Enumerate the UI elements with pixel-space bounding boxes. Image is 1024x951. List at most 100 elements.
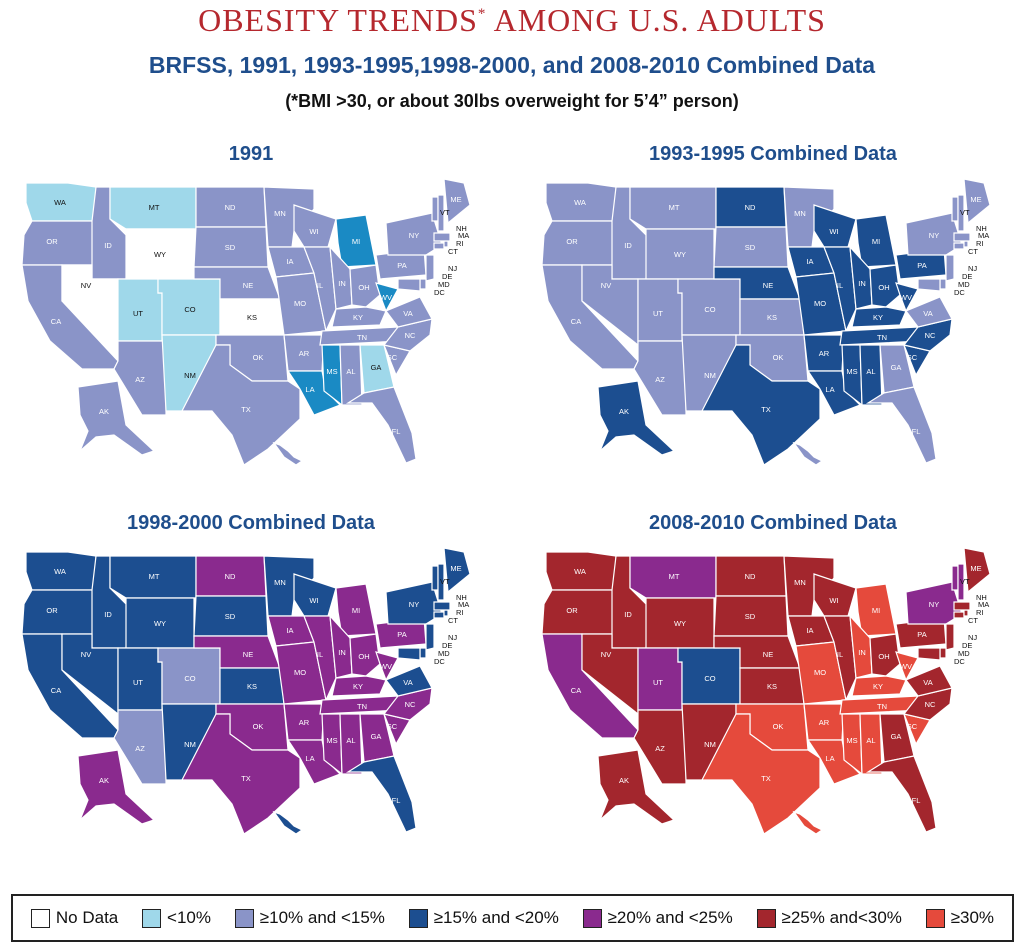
state-label-sd: SD <box>745 612 756 621</box>
state-label-tn: TN <box>877 333 887 342</box>
panel-title-1991: 1991 <box>228 143 274 165</box>
state-hi <box>792 441 824 466</box>
state-ma <box>953 601 971 611</box>
map-1993-1995: WA OR CA ID NV MT WY UT AZ CO NM ND SD NE KS OK TX MN IA MO… <box>541 178 991 466</box>
state-label-mi: MI <box>872 606 880 615</box>
state-wi <box>293 204 337 248</box>
state-label-ok: OK <box>253 722 264 731</box>
state-label-vt: VT <box>440 208 450 217</box>
state-me <box>443 547 471 594</box>
state-label-ks: KS <box>247 682 257 691</box>
legend-swatch <box>408 908 428 928</box>
state-label-tx: TX <box>241 774 251 783</box>
state-label-ok: OK <box>773 722 784 731</box>
state-label-tn: TN <box>357 702 367 711</box>
state-nj <box>425 623 435 651</box>
state-label-ms: MS <box>846 736 857 745</box>
state-label-wy: WY <box>154 250 166 259</box>
state-label-dc: DC <box>434 657 445 666</box>
state-label-sd: SD <box>225 243 236 252</box>
state-il <box>303 246 337 333</box>
state-label-me: ME <box>970 564 981 573</box>
state-label-ia: IA <box>286 626 293 635</box>
state-label-nd: ND <box>225 572 236 581</box>
state-label-al: AL <box>346 736 355 745</box>
panel-title-1993-1995: 1993-1995 Combined Data <box>649 143 897 165</box>
state-label-tx: TX <box>241 405 251 414</box>
state-label-co: CO <box>184 305 195 314</box>
map-2008-2010: WA OR CA ID NV MT WY UT AZ CO NM ND SD NE KS OK TX MN IA MO… <box>541 547 991 835</box>
state-label-md: MD <box>958 649 970 658</box>
state-tx <box>181 713 301 835</box>
state-ny <box>905 581 963 625</box>
state-label-nj: NJ <box>968 633 977 642</box>
state-label-nh: NH <box>976 593 987 602</box>
state-nj <box>945 623 955 651</box>
state-label-ny: NY <box>409 600 419 609</box>
state-label-wv: WV <box>900 662 912 671</box>
state-label-wa: WA <box>574 567 586 576</box>
state-label-az: AZ <box>135 375 145 384</box>
main-title-text: OBESITY TRENDS <box>198 2 478 38</box>
state-label-mi: MI <box>352 606 360 615</box>
state-label-ca: CA <box>571 317 581 326</box>
state-label-sc: SC <box>907 722 918 731</box>
state-ky <box>851 306 907 328</box>
state-mi <box>335 583 377 637</box>
state-label-ca: CA <box>51 686 61 695</box>
state-label-id: ID <box>104 241 112 250</box>
panel-title-2008-2010: 2008-2010 Combined Data <box>649 512 897 534</box>
state-label-dc: DC <box>954 288 965 297</box>
state-label-ri: RI <box>456 608 464 617</box>
state-label-nh: NH <box>456 593 467 602</box>
state-wi <box>293 573 337 617</box>
state-label-va: VA <box>923 309 932 318</box>
state-label-ri: RI <box>456 239 464 248</box>
state-mi <box>855 583 897 637</box>
state-label-hi: HI <box>296 439 304 448</box>
state-ma <box>433 601 451 611</box>
state-al <box>859 713 883 775</box>
state-label-nj: NJ <box>448 264 457 273</box>
state-label-in: IN <box>858 648 866 657</box>
state-label-ms: MS <box>326 367 337 376</box>
legend-label: ≥20% and <25% <box>607 908 733 927</box>
state-label-az: AZ <box>135 744 145 753</box>
state-label-ky: KY <box>873 313 883 322</box>
state-label-al: AL <box>346 367 355 376</box>
state-ak <box>597 749 676 825</box>
state-label-vt: VT <box>960 208 970 217</box>
state-label-nv: NV <box>81 650 91 659</box>
state-label-ok: OK <box>253 353 264 362</box>
state-label-id: ID <box>624 610 632 619</box>
state-md <box>917 647 941 661</box>
state-vt <box>951 565 959 591</box>
legend-item-lt10: <10% <box>142 908 211 928</box>
state-label-ga: GA <box>891 732 902 741</box>
panel-title-1998-2000: 1998-2000 Combined Data <box>127 512 375 534</box>
state-mi <box>335 214 377 268</box>
state-fl <box>345 386 417 464</box>
state-wv <box>375 651 399 682</box>
state-oh <box>349 633 381 677</box>
state-va <box>385 296 433 328</box>
state-label-nc: NC <box>925 331 936 340</box>
state-il <box>823 246 857 333</box>
state-label-ne: NE <box>243 281 253 290</box>
state-label-la: LA <box>305 754 314 763</box>
state-label-wy: WY <box>674 619 686 628</box>
state-label-la: LA <box>305 385 314 394</box>
state-label-hi: HI <box>816 808 824 817</box>
state-label-me: ME <box>970 195 981 204</box>
state-nh <box>437 563 445 601</box>
state-md <box>917 278 941 292</box>
state-label-vt: VT <box>440 577 450 586</box>
state-wv <box>895 282 919 313</box>
state-label-fl: FL <box>912 427 921 436</box>
state-label-ct: CT <box>968 616 978 625</box>
state-label-or: OR <box>566 606 578 615</box>
state-label-de: DE <box>442 641 452 650</box>
state-label-wy: WY <box>674 250 686 259</box>
state-nh <box>957 194 965 232</box>
state-wi <box>813 573 857 617</box>
